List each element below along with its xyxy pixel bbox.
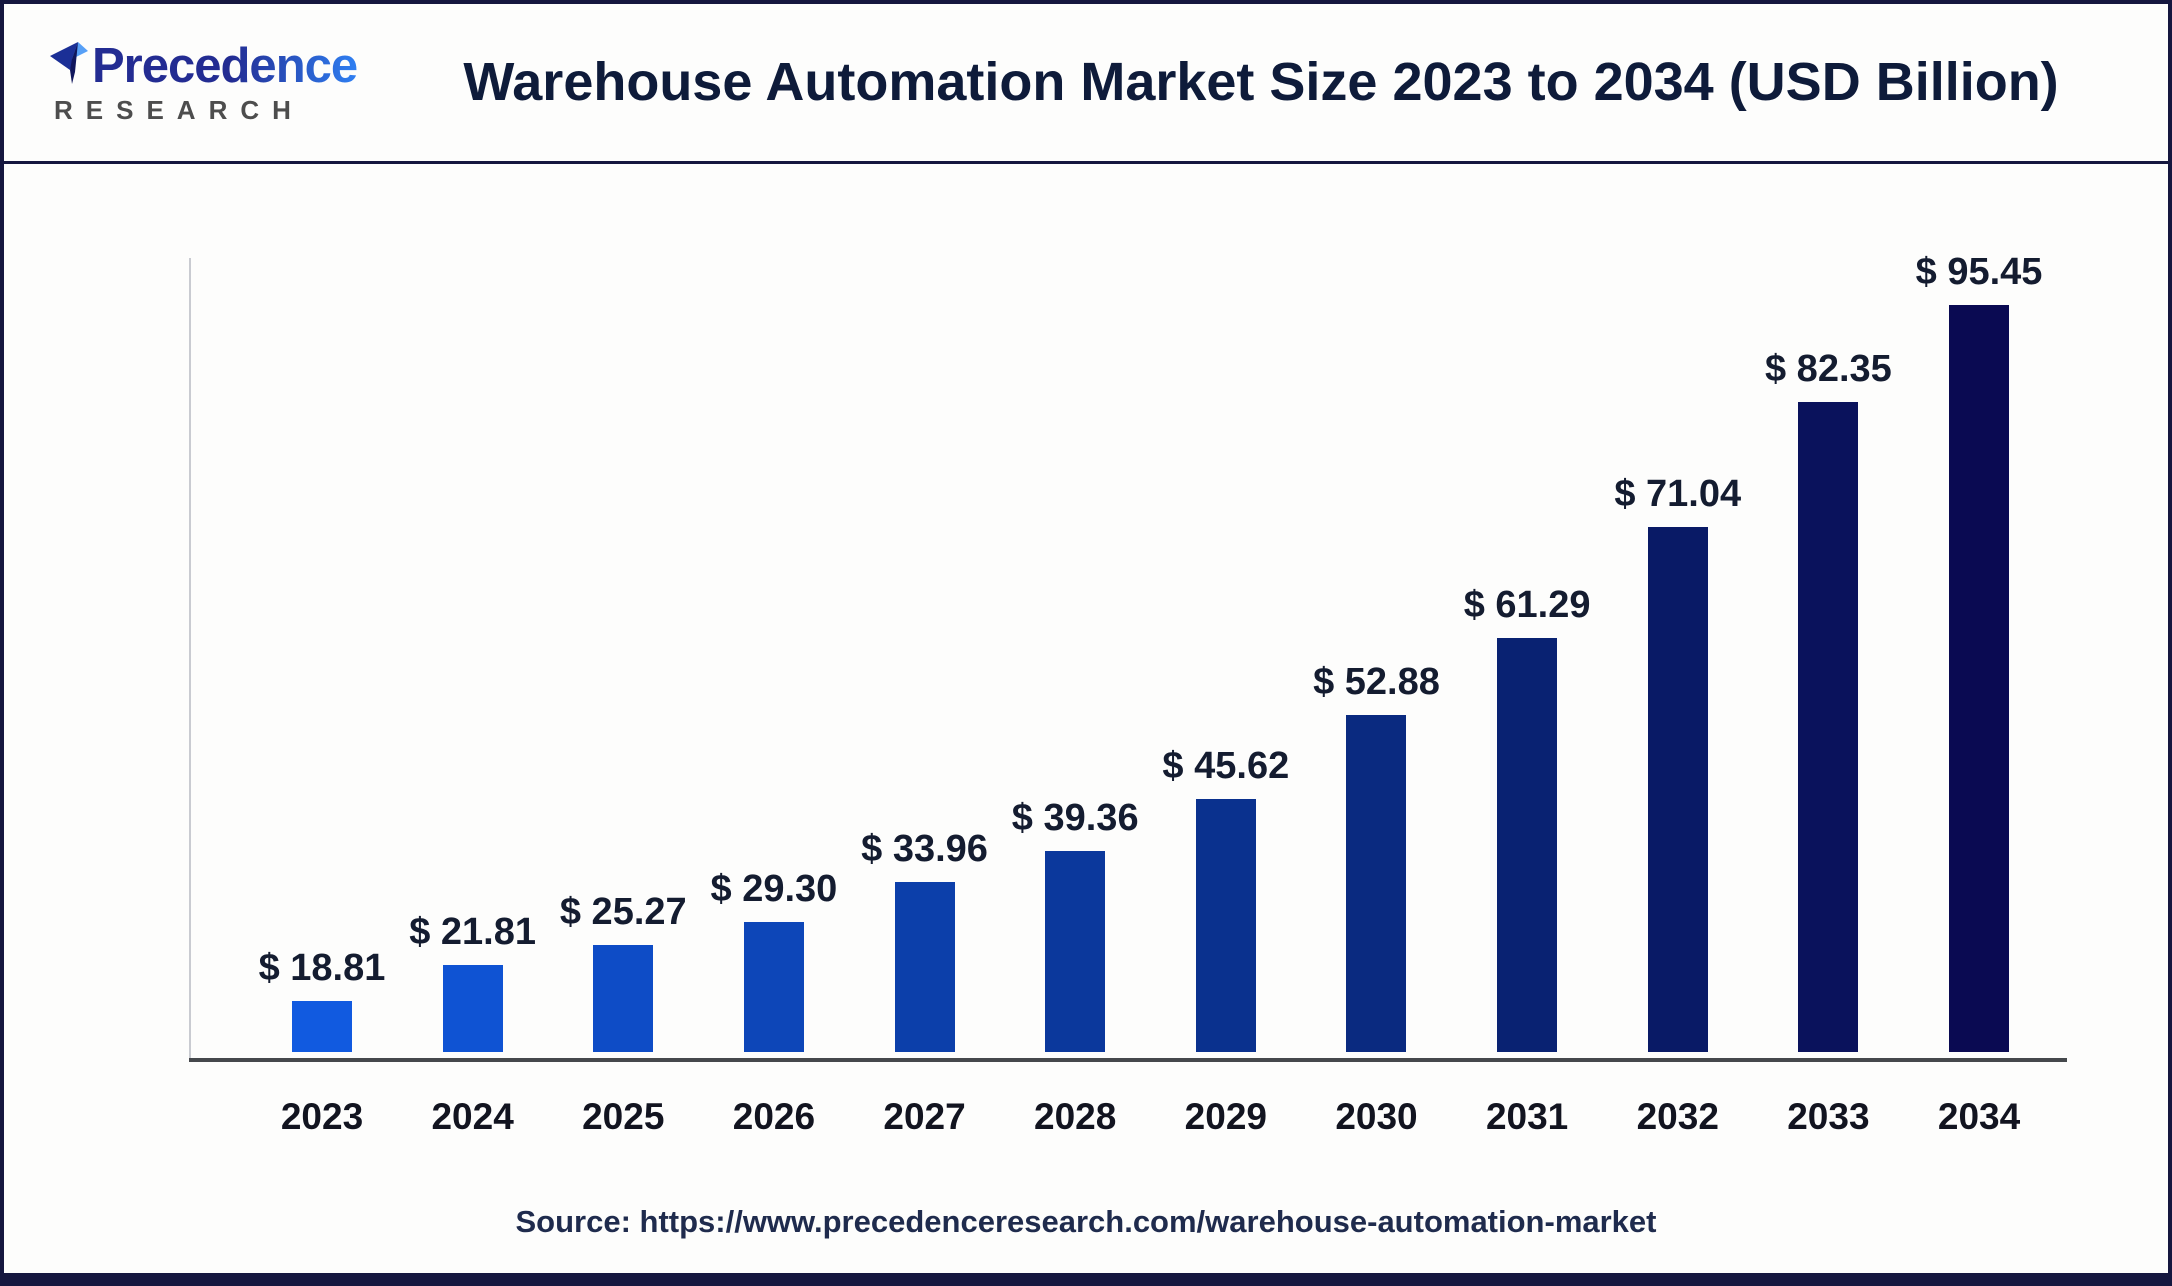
bar-value-label: $ 52.88	[1313, 661, 1440, 703]
bar	[1647, 527, 1708, 1052]
source-text: Source: https://www.precedenceresearch.c…	[515, 1204, 1657, 1239]
y-axis-line	[189, 258, 191, 1060]
bar	[593, 945, 654, 1052]
x-tick-label: 2028	[1034, 1096, 1117, 1137]
x-tick-label: 2034	[1937, 1096, 2021, 1137]
bar	[292, 1001, 352, 1052]
bar-value-label: $ 45.62	[1162, 745, 1290, 787]
x-tick-label: 2023	[280, 1096, 364, 1137]
bar-value-label: $ 61.29	[1463, 584, 1591, 626]
bar-value-label: $ 95.45	[1915, 251, 2043, 293]
bar	[1195, 799, 1256, 1052]
bar-value-label: $ 82.35	[1764, 348, 1892, 390]
bar	[442, 965, 503, 1052]
x-tick-label: 2032	[1636, 1096, 1719, 1137]
bar	[1346, 715, 1407, 1052]
bar-value-label: $ 33.96	[861, 828, 988, 870]
brand-subtitle: RESEARCH	[54, 95, 304, 125]
x-tick-label: 2024	[431, 1096, 514, 1137]
bar	[1045, 851, 1106, 1052]
bar	[1949, 305, 2010, 1052]
bar-value-label: $ 21.81	[409, 911, 537, 953]
x-tick-label: 2033	[1787, 1096, 1870, 1137]
x-tick-label: 2027	[883, 1096, 966, 1137]
x-tick-label: 2029	[1184, 1096, 1267, 1137]
header: Precedence RESEARCH Warehouse Automation…	[4, 4, 2168, 164]
brand-name: Precedence	[92, 39, 358, 93]
brand-logo: Precedence RESEARCH	[48, 42, 388, 123]
bar-value-label: $ 18.81	[258, 947, 386, 989]
bar-value-label: $ 39.36	[1011, 797, 1139, 839]
plot-area: $ 18.81 2023 $ 21.81 2024 $ 25.27 2025 $ 29.30…	[4, 4, 2168, 1282]
x-tick-label: 2031	[1485, 1096, 1569, 1137]
x-tick-label: 2030	[1335, 1096, 1418, 1137]
bar	[1798, 402, 1859, 1052]
x-tick-label: 2025	[582, 1096, 665, 1137]
x-axis-line	[189, 1058, 2067, 1062]
bar	[743, 922, 804, 1052]
bar-value-label: $ 71.04	[1614, 473, 1742, 515]
bar-value-label: $ 25.27	[559, 891, 687, 933]
footer-band	[4, 1273, 2168, 1282]
x-tick-label: 2026	[732, 1096, 816, 1137]
bar	[1497, 638, 1558, 1052]
logo-leaf-icon	[50, 42, 88, 84]
chart-title: Warehouse Automation Market Size 2023 to…	[463, 51, 2059, 112]
bar	[894, 882, 955, 1052]
bar-value-label: $ 29.30	[710, 868, 838, 910]
